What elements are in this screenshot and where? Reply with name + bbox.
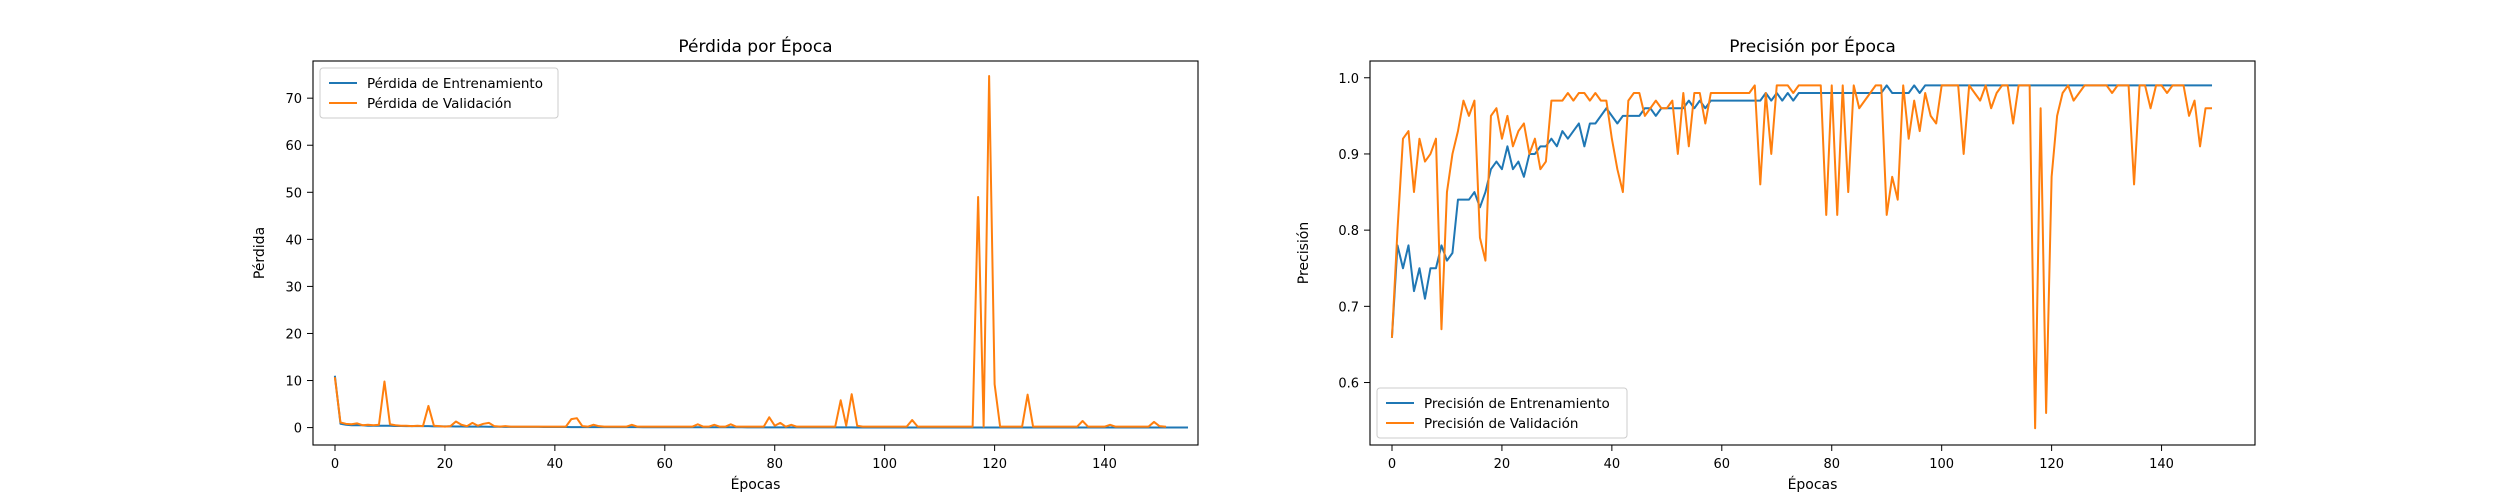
legend-label: Pérdida de Validación bbox=[367, 96, 512, 112]
x-tick-label: 40 bbox=[547, 457, 564, 472]
legend-label: Precisión de Validación bbox=[1424, 416, 1579, 432]
x-tick-label: 0 bbox=[331, 457, 339, 472]
chart-2: 0 20 40 60 80 100 120 140 0.6 0.7 0.8 0.9 1.0 Precisi… bbox=[1296, 35, 2256, 493]
x-tick-label: 120 bbox=[982, 457, 1007, 472]
x-tick-label: 0 bbox=[1388, 457, 1396, 472]
legend-box bbox=[319, 67, 559, 119]
legend-label: Pérdida de Entrenamiento bbox=[367, 76, 543, 92]
chart-title: Pérdida por Época bbox=[678, 35, 832, 57]
x-axis-label: Épocas bbox=[1788, 476, 1838, 493]
series-line-2 bbox=[333, 75, 1167, 428]
x-tick-label: 80 bbox=[766, 457, 783, 472]
x-tick-label: 140 bbox=[2149, 457, 2174, 472]
x-tick-label: 20 bbox=[437, 457, 454, 472]
series-line-1 bbox=[1390, 84, 2213, 338]
chart-title: Precisión por Época bbox=[1729, 35, 1896, 57]
axes-frame bbox=[312, 60, 1199, 446]
y-tick-label: 50 bbox=[285, 186, 302, 201]
x-tick-label: 140 bbox=[1092, 457, 1117, 472]
chart-1: 0 20 40 60 80 100 120 140 0 10 20 30 40 50 60 70 Pérdida… bbox=[252, 35, 1199, 493]
y-tick-label: 0.6 bbox=[1338, 377, 1359, 392]
x-tick-label: 100 bbox=[1929, 457, 1954, 472]
x-axis-label: Épocas bbox=[731, 476, 781, 493]
legend-label: Precisión de Entrenamiento bbox=[1424, 396, 1610, 412]
legend-box bbox=[1376, 387, 1628, 439]
axes-frame bbox=[1369, 60, 2256, 446]
x-tick-label: 20 bbox=[1494, 457, 1511, 472]
y-tick-label: 1.0 bbox=[1338, 72, 1359, 87]
series-line-2 bbox=[1390, 84, 2213, 430]
series-line-1 bbox=[333, 375, 1189, 429]
x-tick-label: 60 bbox=[657, 457, 674, 472]
y-tick-label: 20 bbox=[285, 327, 302, 342]
y-tick-label: 30 bbox=[285, 280, 302, 295]
y-tick-label: 70 bbox=[285, 92, 302, 107]
x-tick-label: 80 bbox=[1823, 457, 1840, 472]
x-tick-label: 40 bbox=[1604, 457, 1621, 472]
y-axis-label: Precisión bbox=[1296, 222, 1312, 284]
y-tick-label: 10 bbox=[285, 375, 302, 390]
y-tick-label: 0 bbox=[294, 422, 302, 437]
x-tick-label: 60 bbox=[1714, 457, 1731, 472]
x-tick-label: 120 bbox=[2039, 457, 2064, 472]
x-tick-label: 100 bbox=[872, 457, 897, 472]
y-tick-label: 0.9 bbox=[1338, 148, 1359, 163]
y-tick-label: 0.8 bbox=[1338, 224, 1359, 239]
y-axis-label: Pérdida bbox=[252, 227, 268, 279]
y-tick-label: 60 bbox=[285, 139, 302, 154]
legend: Pérdida de Entrenamiento Pérdida de Valid… bbox=[319, 67, 559, 119]
legend: Precisión de Entrenamiento Precisión de V… bbox=[1376, 387, 1628, 439]
y-tick-label: 40 bbox=[285, 233, 302, 248]
y-tick-label: 0.7 bbox=[1338, 300, 1359, 315]
